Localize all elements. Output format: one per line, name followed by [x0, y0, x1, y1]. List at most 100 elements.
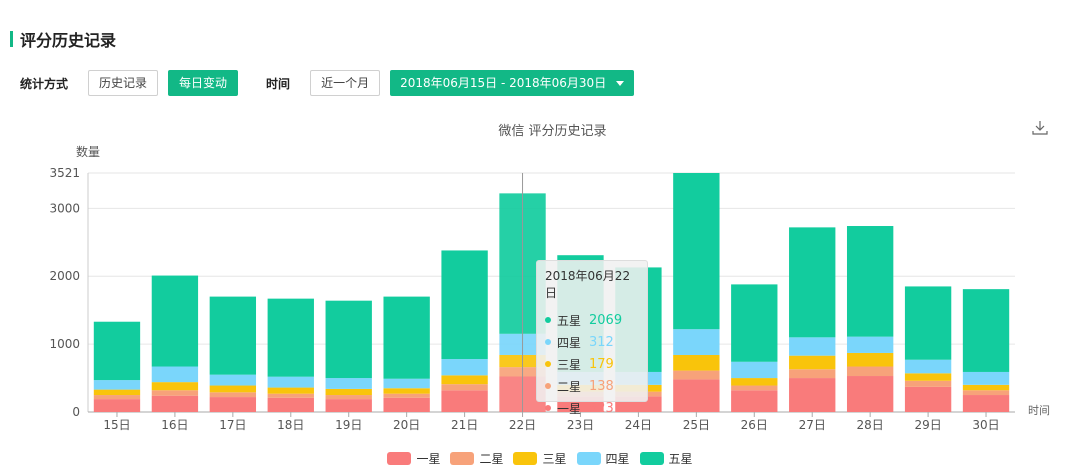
tooltip-row: 二星 138: [545, 375, 639, 397]
x-tick-label: 21日: [451, 418, 478, 432]
bar-segment: [267, 376, 314, 388]
daily-change-button[interactable]: 每日变动: [168, 70, 239, 96]
bar-segment: [93, 321, 141, 381]
tooltip-series-value: 312: [589, 334, 614, 350]
x-tick-label: 20日: [393, 418, 420, 432]
bar-segment: [846, 376, 894, 412]
x-tick-label: 25日: [683, 418, 710, 432]
date-range-text: 2018年06月15日 - 2018年06月30日: [400, 76, 607, 90]
legend-label: 五星: [668, 452, 693, 466]
legend-item[interactable]: 二星: [450, 450, 503, 467]
title-accent-bar: [10, 31, 13, 47]
legend-swatch: [576, 452, 601, 465]
bar-segment: [441, 375, 488, 385]
series-dot-icon: [545, 317, 551, 323]
tooltip-series-value: 523: [589, 400, 614, 416]
bar-segment: [846, 226, 894, 337]
tooltip-title: 2018年06月22日: [545, 269, 631, 300]
bar-segment: [209, 392, 257, 398]
bar-segment: [673, 354, 720, 371]
bar-segment: [325, 300, 372, 379]
bar-segment: [962, 395, 1010, 412]
x-tick-label: 15日: [103, 418, 130, 432]
bar-segment: [904, 386, 952, 412]
legend-item[interactable]: 三星: [513, 450, 567, 467]
bar-segment: [673, 173, 720, 330]
bar-segment: [151, 390, 199, 396]
bar-segment: [962, 371, 1010, 385]
bar-segment: [904, 286, 952, 360]
bar-segment: [441, 250, 488, 360]
tooltip-row: 四星 312: [545, 331, 639, 353]
y-axis-label: 数量: [76, 144, 100, 159]
bar-segment: [441, 390, 488, 412]
bar-segment: [846, 352, 894, 367]
x-tick-label: 29日: [914, 418, 941, 432]
caret-down-icon: [616, 80, 625, 86]
date-range-picker[interactable]: 2018年06月15日 - 2018年06月30日: [390, 70, 635, 96]
bar-segment: [962, 384, 1010, 391]
tooltip-row: 五星 2069: [545, 309, 639, 331]
bar-segment: [151, 275, 199, 367]
bar-segment: [383, 393, 430, 398]
bar-segment: [267, 393, 314, 398]
bar-segment: [789, 337, 836, 356]
bar-segment: [151, 366, 199, 383]
series-dot-icon: [545, 383, 551, 389]
bar-segment: [789, 227, 836, 338]
time-label: 时间: [266, 76, 291, 91]
x-tick-label: 28日: [857, 418, 884, 432]
download-icon[interactable]: [1032, 120, 1048, 136]
bar-segment: [383, 296, 430, 379]
x-tick-label: 18日: [277, 418, 304, 432]
x-tick-label: 17日: [219, 418, 246, 432]
x-tick-label: 19日: [335, 418, 362, 432]
section-header: 评分历史记录: [10, 30, 116, 50]
tooltip-series-name: 四星: [557, 335, 582, 350]
legend-swatch: [513, 452, 538, 465]
series-dot-icon: [545, 405, 551, 411]
bar-segment: [441, 359, 488, 376]
legend-label: 四星: [605, 452, 630, 466]
tooltip-series-value: 138: [589, 378, 614, 394]
bar-segment: [267, 298, 314, 377]
tooltip-series-name: 一星: [557, 401, 582, 416]
tooltip-series-name: 五星: [557, 313, 582, 328]
legend-swatch: [450, 452, 475, 465]
bar-segment: [383, 388, 430, 394]
bar-segment: [962, 289, 1010, 372]
legend-swatch: [387, 452, 412, 465]
bar-segment: [904, 359, 952, 374]
y-tick-label: 2000: [49, 269, 80, 283]
stat-method-label: 统计方式: [20, 76, 69, 91]
bar-segment: [383, 397, 430, 412]
bar-segment: [93, 395, 141, 400]
history-record-button[interactable]: 历史记录: [88, 70, 159, 96]
series-dot-icon: [545, 339, 551, 345]
x-tick-label: 30日: [972, 418, 999, 432]
bar-segment: [209, 385, 257, 393]
filter-controls: 统计方式 历史记录 每日变动 时间 近一个月 2018年06月15日 - 201…: [20, 70, 635, 96]
bar-segment: [673, 379, 720, 412]
series-dot-icon: [545, 361, 551, 367]
legend-item[interactable]: 四星: [576, 450, 630, 467]
bar-segment: [267, 387, 314, 394]
y-tick-label: 3521: [49, 166, 80, 180]
legend-item[interactable]: 五星: [639, 450, 693, 467]
bar-segment: [383, 378, 430, 389]
tooltip-series-value: 2069: [589, 312, 623, 328]
legend-label: 一星: [416, 452, 441, 466]
legend-item[interactable]: 一星: [387, 450, 440, 467]
bar-segment: [93, 389, 141, 396]
bar-segment: [904, 380, 952, 387]
bar-segment: [962, 390, 1010, 396]
tooltip-series-name: 三星: [557, 357, 582, 372]
x-tick-label: 16日: [161, 418, 188, 432]
bar-segment: [789, 355, 836, 370]
chart-tooltip: 2018年06月22日 五星 2069 四星 312 三星 179 二星 138 一星 523: [536, 260, 648, 416]
bar-segment: [209, 296, 257, 375]
bar-segment: [325, 399, 372, 412]
bar-segment: [789, 378, 836, 412]
recent-month-button[interactable]: 近一个月: [310, 70, 381, 96]
legend-label: 二星: [479, 452, 504, 466]
